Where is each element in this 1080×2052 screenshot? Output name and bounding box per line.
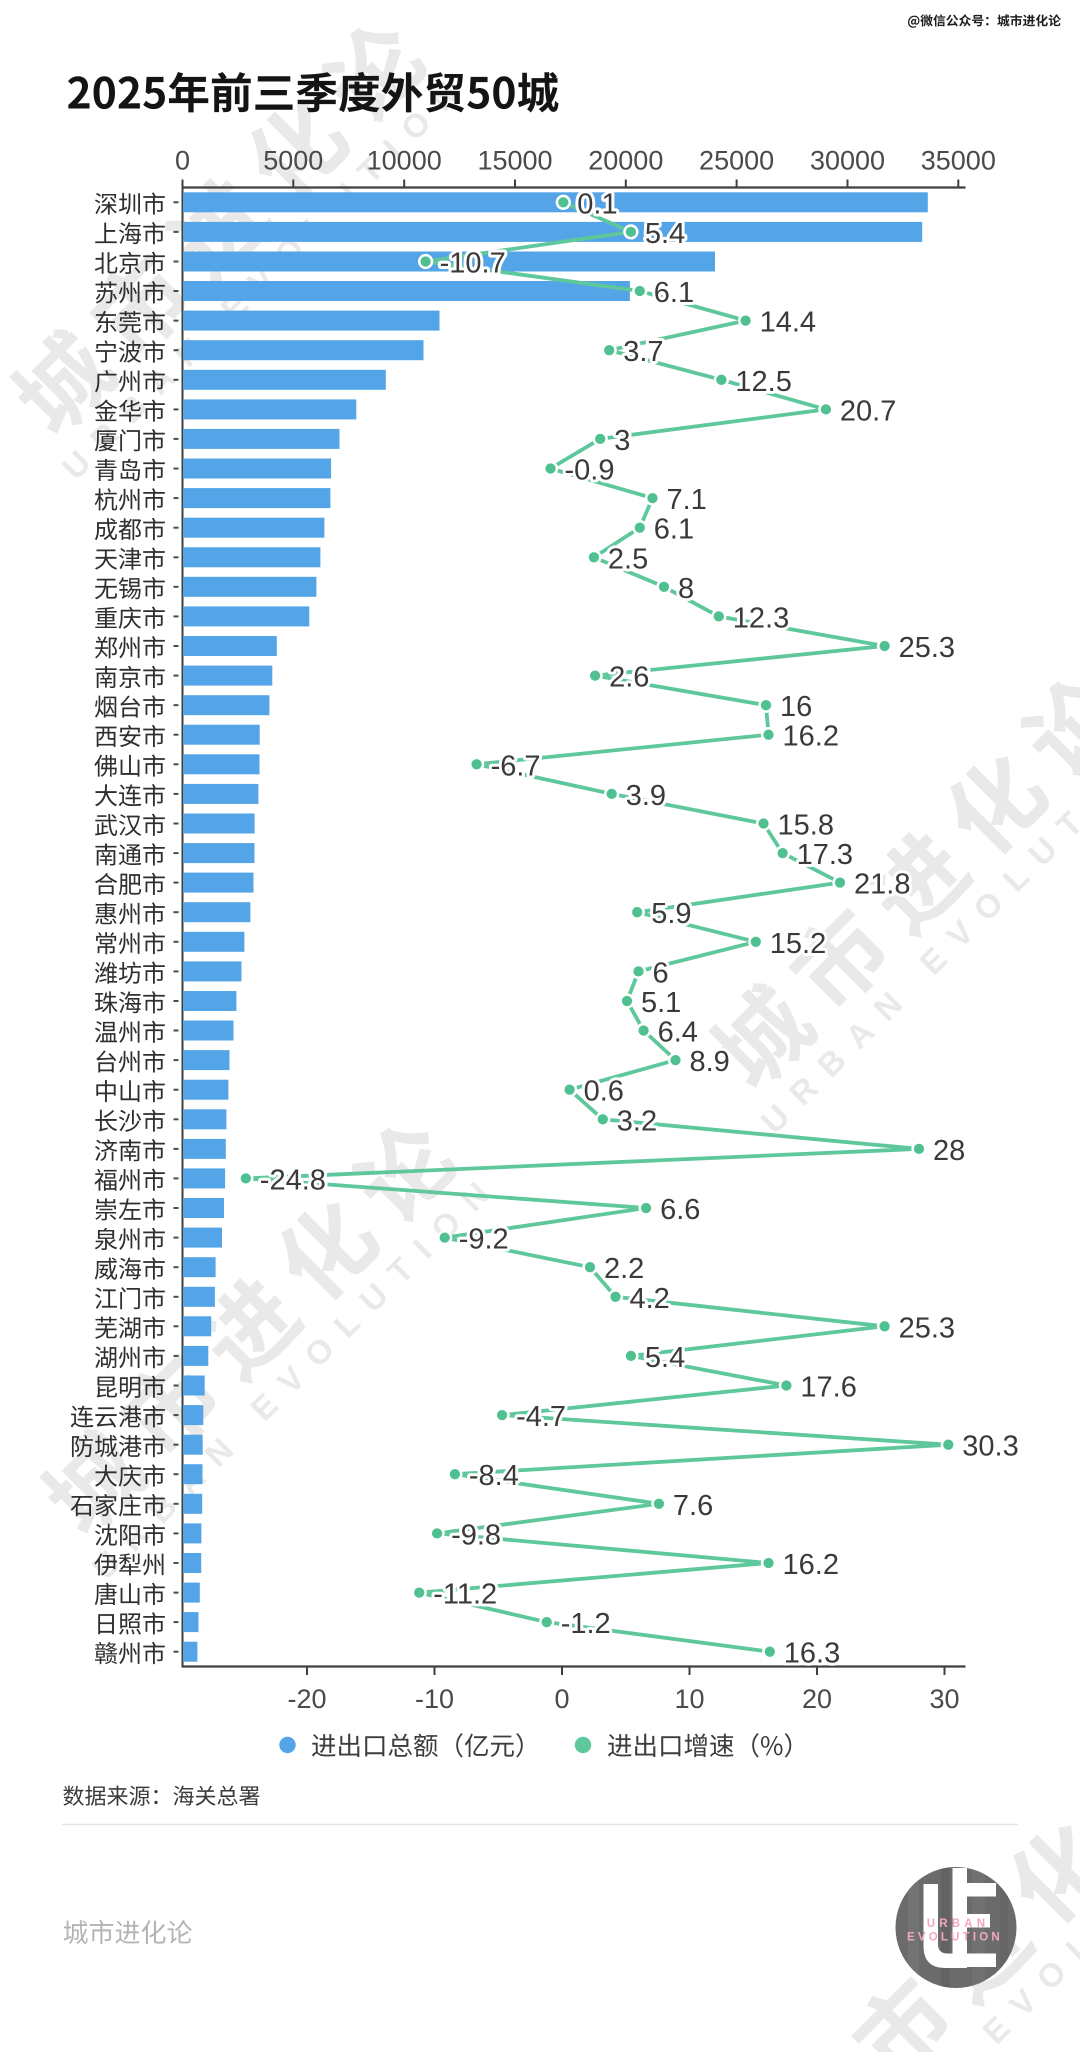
- svg-text:-4.7: -4.7: [516, 1401, 566, 1433]
- svg-text:URBAN: URBAN: [927, 1918, 990, 1930]
- svg-text:5.1: 5.1: [641, 987, 681, 1019]
- svg-text:0.1: 0.1: [577, 188, 617, 220]
- svg-text:-10: -10: [415, 1684, 454, 1714]
- svg-text:6.1: 6.1: [654, 277, 694, 309]
- svg-text:30.3: 30.3: [962, 1431, 1018, 1463]
- svg-text:7.6: 7.6: [673, 1490, 713, 1522]
- svg-text:-11.2: -11.2: [433, 1579, 497, 1611]
- svg-text:5.4: 5.4: [645, 1342, 685, 1374]
- svg-text:6.4: 6.4: [658, 1017, 698, 1049]
- svg-text:17.6: 17.6: [800, 1372, 856, 1404]
- svg-text:16.2: 16.2: [783, 721, 839, 753]
- svg-text:28: 28: [933, 1135, 965, 1167]
- svg-text:30000: 30000: [810, 146, 885, 176]
- svg-text:25.3: 25.3: [899, 632, 955, 664]
- svg-text:17.3: 17.3: [797, 839, 853, 871]
- svg-text:25.3: 25.3: [899, 1312, 955, 1344]
- svg-text:0: 0: [554, 1684, 569, 1714]
- svg-text:10000: 10000: [367, 146, 442, 176]
- svg-text:15.2: 15.2: [770, 928, 826, 960]
- svg-text:4.2: 4.2: [630, 1283, 670, 1315]
- svg-text:2.5: 2.5: [608, 543, 648, 575]
- svg-text:0.6: 0.6: [584, 1076, 624, 1108]
- svg-text:14.4: 14.4: [760, 307, 816, 339]
- svg-text:-8.4: -8.4: [469, 1460, 519, 1492]
- svg-text:6.1: 6.1: [654, 514, 694, 546]
- svg-text:-0.9: -0.9: [565, 455, 615, 487]
- svg-text:-24.8: -24.8: [260, 1164, 326, 1196]
- svg-text:5.9: 5.9: [651, 898, 691, 930]
- svg-text:-6.7: -6.7: [491, 750, 541, 782]
- svg-text:8.9: 8.9: [690, 1046, 730, 1078]
- svg-text:-1.2: -1.2: [561, 1608, 611, 1640]
- svg-text:12.3: 12.3: [733, 602, 789, 634]
- svg-text:20: 20: [802, 1684, 832, 1714]
- svg-text:0: 0: [175, 146, 190, 176]
- svg-text:12.5: 12.5: [735, 366, 791, 398]
- svg-text:-9.8: -9.8: [451, 1519, 501, 1551]
- svg-text:30: 30: [929, 1684, 959, 1714]
- svg-text:16.3: 16.3: [784, 1638, 840, 1670]
- svg-text:16: 16: [780, 691, 812, 723]
- svg-text:-10.7: -10.7: [440, 248, 506, 280]
- svg-text:20.7: 20.7: [840, 395, 896, 427]
- svg-text:16.2: 16.2: [783, 1549, 839, 1581]
- svg-text:URBAN EVOLUTION: URBAN EVOLUTION: [85, 1164, 508, 1587]
- svg-text:2.2: 2.2: [604, 1253, 644, 1285]
- svg-text:3.9: 3.9: [626, 780, 666, 812]
- svg-text:5000: 5000: [263, 146, 323, 176]
- svg-text:15000: 15000: [477, 146, 552, 176]
- svg-text:-20: -20: [287, 1684, 326, 1714]
- svg-text:25000: 25000: [699, 146, 774, 176]
- svg-text:3.2: 3.2: [617, 1105, 657, 1137]
- svg-text:3.7: 3.7: [623, 336, 663, 368]
- svg-text:-9.2: -9.2: [459, 1224, 509, 1256]
- svg-text:2.6: 2.6: [609, 662, 649, 694]
- svg-text:15.8: 15.8: [778, 810, 834, 842]
- svg-text:6.6: 6.6: [660, 1194, 700, 1226]
- svg-text:21.8: 21.8: [854, 869, 910, 901]
- svg-text:8: 8: [678, 573, 694, 605]
- svg-text:3: 3: [614, 425, 630, 457]
- svg-text:7.1: 7.1: [667, 484, 707, 516]
- svg-text:URBAN EVOLUTION: URBAN EVOLUTION: [55, 64, 478, 487]
- svg-text:10: 10: [674, 1684, 704, 1714]
- svg-text:35000: 35000: [921, 146, 996, 176]
- svg-text:20000: 20000: [588, 146, 663, 176]
- svg-text:6: 6: [653, 957, 669, 989]
- svg-text:EVOLUTION: EVOLUTION: [907, 1932, 1003, 1944]
- svg-text:5.4: 5.4: [645, 218, 685, 250]
